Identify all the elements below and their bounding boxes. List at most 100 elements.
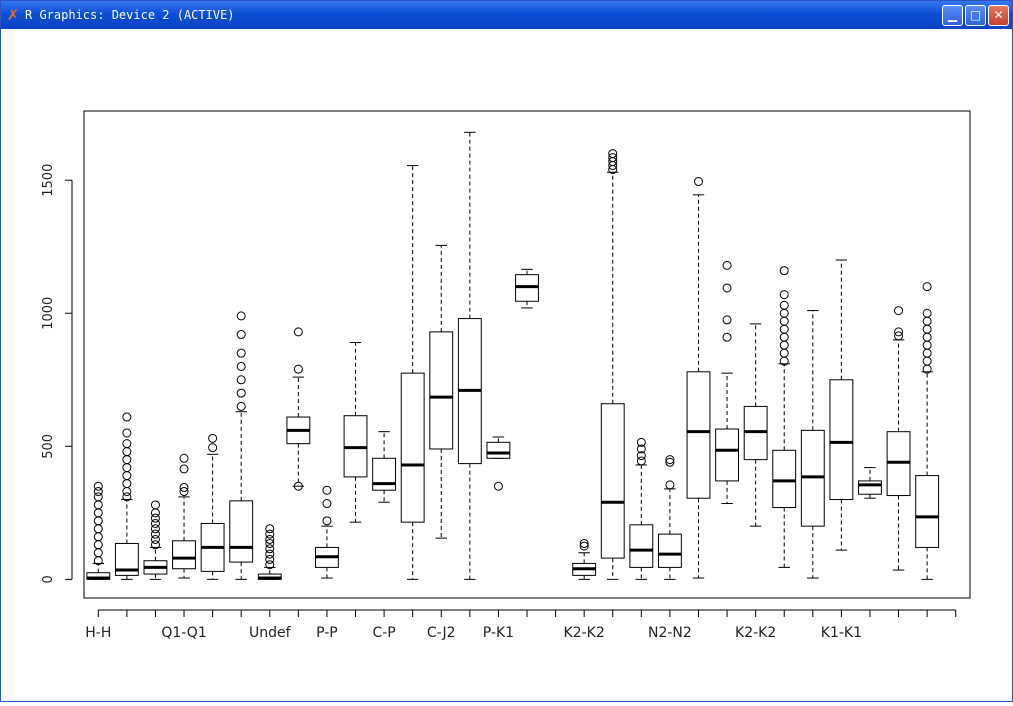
box [372,457,397,491]
outlier-point [93,492,103,502]
maximize-button[interactable]: □ [965,5,986,26]
outlier-point [322,516,332,526]
plot-area: 0 500 1000 1500 H-H Q1-Q1 Undef P-P C-P C-J2 P-K1 K… [2,29,1013,702]
outlier-point [922,316,932,326]
box [629,524,654,568]
outlier-point [779,348,789,358]
outlier-point [293,327,303,337]
outlier-point [122,463,132,473]
title-bar[interactable]: ✗ R Graphics: Device 2 (ACTIVE) ▁ □ ✕ [1,1,1012,29]
outlier-point [122,447,132,457]
outlier-point [922,308,932,318]
outlier-point [150,529,160,539]
outlier-point [579,538,589,548]
x-tick-label: K1-K1 [821,625,862,641]
x-tick-label: P-K1 [483,625,514,641]
window-title: R Graphics: Device 2 (ACTIVE) [25,8,235,22]
outlier-point [922,348,932,358]
outlier-point [93,481,103,491]
outlier-point [722,283,732,293]
outlier-point [122,479,132,489]
outlier-point [722,332,732,342]
outlier-point [779,332,789,342]
outlier-point [894,327,904,337]
outlier-point [779,308,789,318]
outlier-point [122,428,132,438]
outlier-point [608,153,618,163]
x-tick-label: K2-K2 [735,625,776,641]
close-icon: ✕ [993,8,1004,22]
x-tick-label: H-H [85,625,111,641]
outlier-point [122,412,132,422]
outlier-point [265,560,275,570]
outlier-point [122,487,132,497]
box [114,542,139,576]
outlier-point [636,456,646,466]
outlier-point [779,290,789,300]
outlier-point [179,464,189,474]
outlier-point [894,306,904,316]
outlier-point [122,471,132,481]
x-tick-label: Undef [249,625,292,641]
outlier-point [779,340,789,350]
box [686,371,711,499]
outlier-point [236,330,246,340]
box [400,372,425,523]
outlier-point [122,455,132,465]
box [600,403,625,559]
outlier-point [779,300,789,310]
outlier-point [265,529,275,539]
minimize-button[interactable]: ▁ [942,5,963,26]
outlier-point [722,315,732,325]
outlier-point [150,513,160,523]
close-button[interactable]: ✕ [988,5,1009,26]
outlier-point [265,524,275,534]
outlier-point [779,266,789,276]
outlier-point [208,433,218,443]
outlier-point [779,316,789,326]
outlier-point [179,453,189,463]
outlier-point [665,455,675,465]
outlier-point [236,375,246,385]
outlier-point [665,480,675,490]
outlier-point [265,534,275,544]
outlier-point [636,451,646,461]
boxplot-chart: 0 500 1000 1500 H-H Q1-Q1 Undef P-P C-P C-J2 P-K1 K… [41,110,971,641]
y-tick-label: 1000 [41,297,56,330]
outlier-point [922,356,932,366]
outlier-point [493,481,503,491]
outlier-point [779,324,789,334]
outlier-point [922,332,932,342]
x-tick-label: C-P [372,625,395,641]
outlier-point [265,549,275,559]
outlier-point [150,540,160,550]
x-tick-label: P-P [316,625,338,641]
outlier-point [122,439,132,449]
outlier-point [150,518,160,528]
outlier-point [179,483,189,493]
outlier-point [293,481,303,491]
outlier-point [150,524,160,534]
box [486,441,511,459]
box [429,331,454,450]
outlier-point [236,348,246,358]
outlier-point [265,554,275,564]
box [829,379,854,501]
outlier-point [636,437,646,447]
y-tick-label: 500 [41,434,56,459]
box [772,449,797,509]
x-logo-icon: ✗ [6,6,20,24]
plot-frame [83,110,971,599]
box [657,533,682,568]
x-tick-label: Q1-Q1 [161,625,206,641]
outlier-point [722,260,732,270]
outlier-point [693,177,703,187]
box [229,500,254,563]
maximize-icon: □ [969,8,982,22]
outlier-point [265,544,275,554]
box [715,428,739,482]
outlier-point [322,485,332,495]
minimize-icon: ▁ [947,8,958,22]
outlier-point [236,388,246,398]
